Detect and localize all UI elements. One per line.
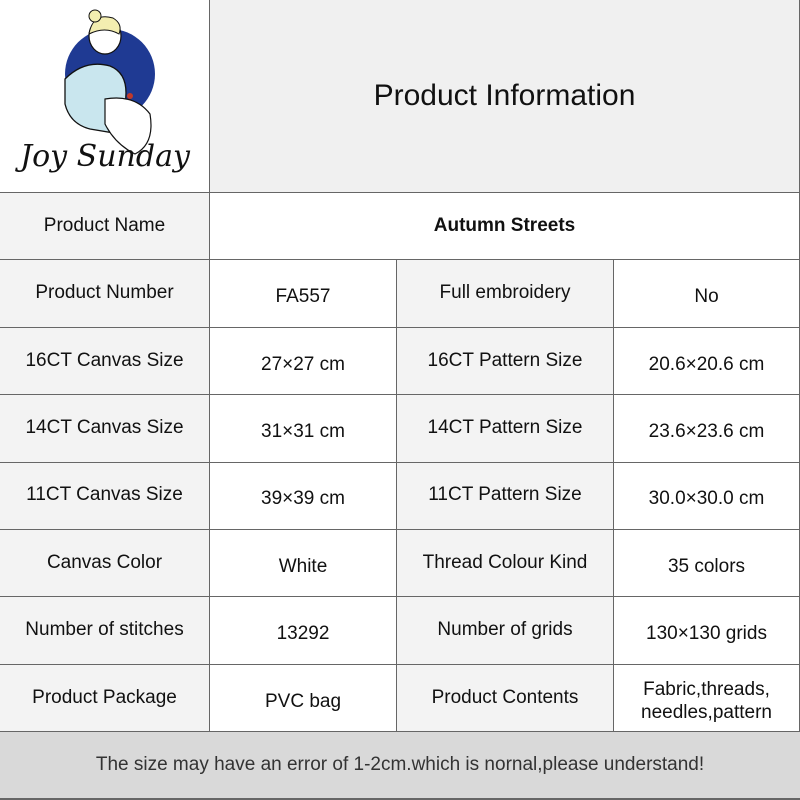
field-label: 14CT Canvas Size [0, 395, 210, 463]
joy-sunday-logo-icon: Joy Sunday [14, 9, 191, 174]
field-label: Thread Colour Kind [397, 530, 614, 598]
product-name-value: Autumn Streets [210, 193, 800, 261]
field-label: 14CT Pattern Size [397, 395, 614, 463]
product-name-label: Product Name [0, 193, 210, 261]
field-label: Canvas Color [0, 530, 210, 598]
field-label: Product Contents [397, 664, 614, 733]
field-value: FA557 [210, 260, 397, 328]
brand-logo: Joy Sunday [0, 0, 210, 193]
field-label: 11CT Pattern Size [397, 462, 614, 530]
field-label: Product Package [0, 664, 210, 733]
field-label: Product Number [0, 260, 210, 328]
field-value: White [210, 530, 397, 598]
field-value: 30.0×30.0 cm [614, 462, 800, 530]
field-label: 16CT Canvas Size [0, 327, 210, 396]
field-value: 35 colors [614, 530, 800, 598]
page-title: Product Information [210, 0, 800, 193]
field-value: 27×27 cm [210, 327, 397, 396]
field-label: 11CT Canvas Size [0, 462, 210, 530]
field-value: 23.6×23.6 cm [614, 395, 800, 463]
field-value: 130×130 grids [614, 597, 800, 665]
field-value: 31×31 cm [210, 395, 397, 463]
field-value: 13292 [210, 597, 397, 665]
field-label: Number of grids [397, 597, 614, 665]
field-value: 20.6×20.6 cm [614, 327, 800, 396]
field-value: Fabric,threads, needles,pattern [614, 664, 800, 733]
field-value: 39×39 cm [210, 462, 397, 530]
field-label: Number of stitches [0, 597, 210, 665]
footer-note: The size may have an error of 1-2cm.whic… [0, 732, 800, 800]
field-label: 16CT Pattern Size [397, 327, 614, 396]
field-value: No [614, 260, 800, 328]
field-label: Full embroidery [397, 260, 614, 328]
field-value: PVC bag [210, 664, 397, 733]
svg-text:Joy Sunday: Joy Sunday [14, 139, 191, 174]
